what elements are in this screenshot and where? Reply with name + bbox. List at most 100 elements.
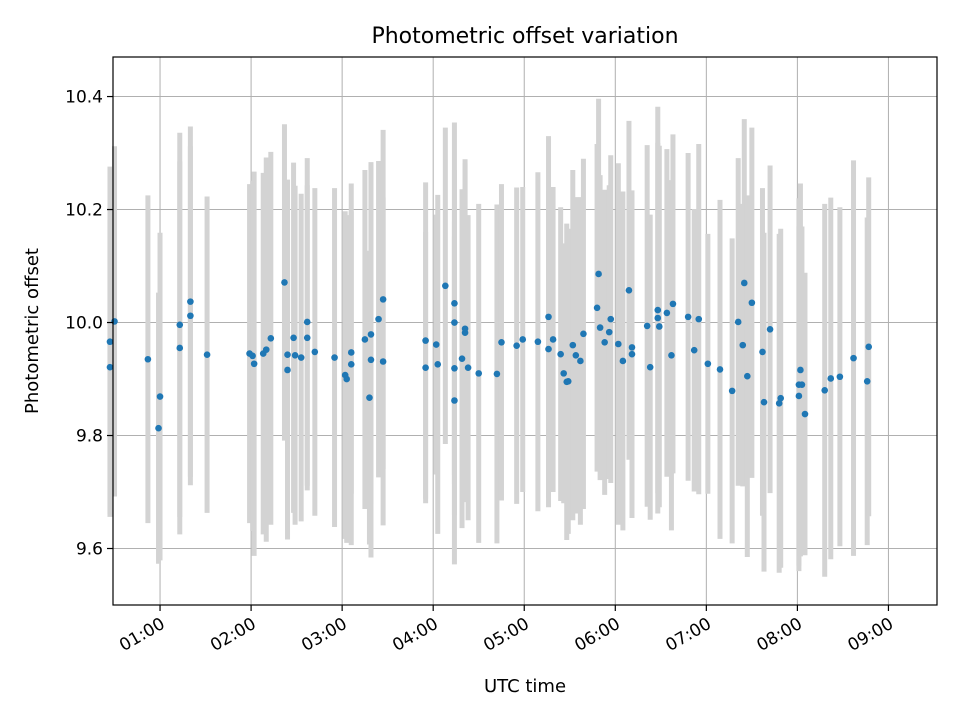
data-point xyxy=(367,331,375,338)
data-point xyxy=(375,315,382,323)
data-point xyxy=(513,342,520,349)
data-point xyxy=(451,300,458,307)
data-point xyxy=(284,366,291,374)
data-point xyxy=(458,355,466,362)
data-point xyxy=(615,340,622,348)
data-point xyxy=(451,364,458,372)
data-point xyxy=(798,381,806,388)
data-point xyxy=(740,279,748,287)
data-point xyxy=(451,397,458,404)
plot-frame xyxy=(112,56,938,606)
data-point xyxy=(560,370,567,377)
data-point xyxy=(593,304,601,312)
data-point xyxy=(367,356,375,364)
data-point xyxy=(111,318,118,325)
y-tick-label: 10.0 xyxy=(65,314,103,334)
data-point xyxy=(106,363,114,371)
data-point xyxy=(595,270,602,278)
data-point xyxy=(607,315,615,323)
data-point xyxy=(281,279,288,286)
data-point xyxy=(748,299,756,307)
data-point xyxy=(249,352,256,360)
data-point xyxy=(366,394,373,401)
data-point xyxy=(759,348,766,356)
data-point xyxy=(775,400,783,407)
data-point xyxy=(311,348,319,356)
data-point xyxy=(361,336,369,343)
data-point xyxy=(432,341,440,348)
data-point xyxy=(625,287,633,294)
data-point xyxy=(534,338,542,346)
data-point xyxy=(580,330,587,338)
data-point xyxy=(601,338,608,346)
data-point xyxy=(668,351,675,359)
data-point xyxy=(267,335,275,342)
data-point xyxy=(663,309,671,317)
data-point xyxy=(155,424,162,432)
data-point xyxy=(291,351,299,359)
data-point xyxy=(347,349,355,356)
data-point xyxy=(704,360,712,368)
data-point xyxy=(744,372,751,380)
data-point xyxy=(557,350,564,358)
data-point xyxy=(695,315,703,323)
data-point xyxy=(303,334,311,342)
data-point xyxy=(519,336,527,343)
data-point xyxy=(422,364,429,372)
data-point xyxy=(669,300,677,308)
data-point xyxy=(422,337,429,344)
data-point xyxy=(865,343,873,351)
x-axis-label: UTC time xyxy=(484,676,566,697)
data-point xyxy=(498,338,505,346)
y-axis-label: Photometric offset xyxy=(22,248,43,414)
data-point xyxy=(572,351,580,359)
data-point xyxy=(564,377,572,385)
data-point xyxy=(176,321,184,329)
data-point xyxy=(643,322,651,330)
data-point xyxy=(144,355,152,363)
data-point xyxy=(187,312,194,320)
data-point xyxy=(577,357,584,365)
data-point xyxy=(739,341,747,349)
data-point xyxy=(347,361,355,368)
data-point xyxy=(654,306,662,314)
y-tick-label: 9.8 xyxy=(76,427,103,447)
data-point xyxy=(290,334,297,342)
data-markers xyxy=(106,270,873,432)
data-point xyxy=(801,410,809,418)
data-point xyxy=(716,366,724,373)
data-point xyxy=(549,336,557,343)
y-axis: 9.6 9.8 10.0 10.2 10.4 xyxy=(65,88,113,560)
data-point xyxy=(684,313,692,321)
data-point xyxy=(690,346,698,354)
data-point xyxy=(605,328,613,336)
data-point xyxy=(628,350,636,358)
data-point xyxy=(464,364,472,372)
data-point xyxy=(863,377,871,385)
data-point xyxy=(106,338,114,346)
data-point xyxy=(821,387,829,394)
data-point xyxy=(343,375,350,383)
y-tick-label: 10.4 xyxy=(65,88,103,108)
data-point xyxy=(646,363,654,371)
data-point xyxy=(250,360,258,368)
data-point xyxy=(654,314,662,322)
data-point xyxy=(569,341,577,349)
data-point xyxy=(545,345,552,353)
data-point xyxy=(827,375,835,382)
data-point xyxy=(187,298,194,305)
data-point xyxy=(628,344,636,351)
data-point xyxy=(734,318,742,326)
data-point xyxy=(836,373,844,381)
data-point xyxy=(284,351,291,359)
data-point xyxy=(797,366,804,374)
y-tick-label: 9.6 xyxy=(76,540,103,560)
data-point xyxy=(795,392,803,400)
data-point xyxy=(760,398,768,406)
y-tick-label: 10.2 xyxy=(65,201,103,221)
data-point xyxy=(203,351,211,359)
data-point xyxy=(655,323,663,330)
data-point xyxy=(303,318,311,326)
data-point xyxy=(331,354,338,361)
